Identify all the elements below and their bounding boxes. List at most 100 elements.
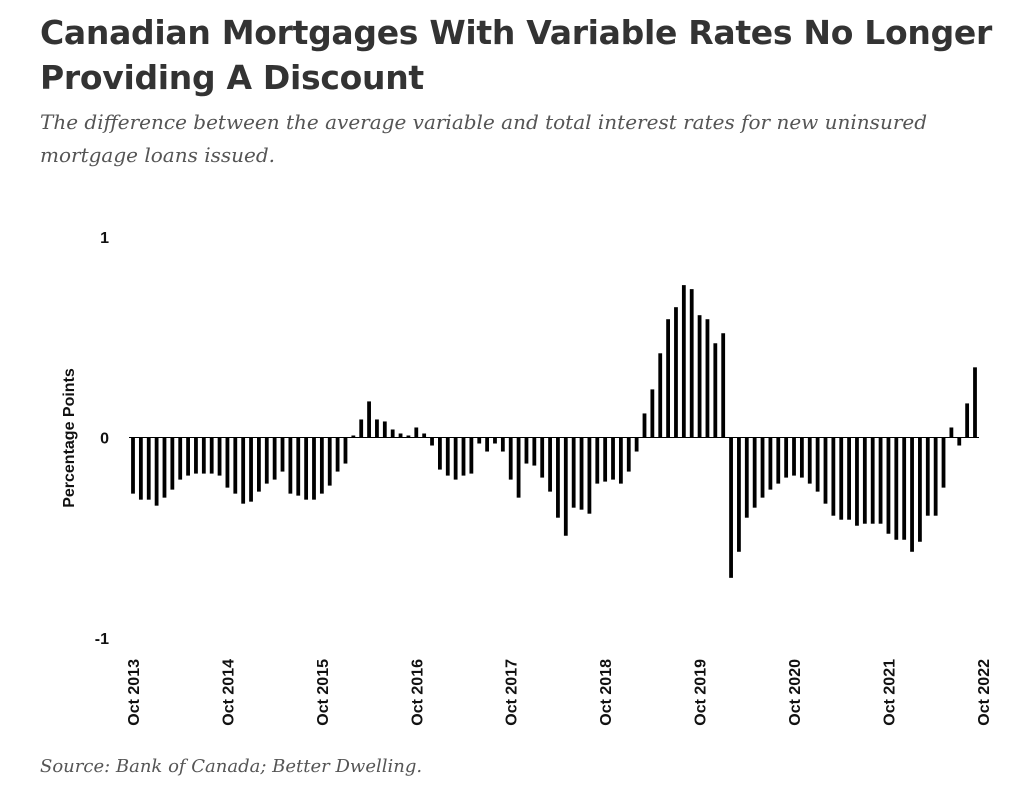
bar bbox=[941, 437, 946, 488]
bar bbox=[737, 437, 741, 552]
bar bbox=[855, 437, 859, 526]
bar bbox=[351, 435, 356, 438]
bar bbox=[847, 437, 851, 520]
x-tick-label: Oct 2013 bbox=[126, 659, 143, 726]
bar bbox=[807, 437, 812, 484]
bar bbox=[697, 315, 702, 438]
bar bbox=[249, 437, 253, 502]
x-axis: Oct 2013 Oct 2014 Oct 2015 Oct 2016 Oct 2017… bbox=[126, 659, 993, 726]
x-tick-label: Oct 2017 bbox=[504, 659, 521, 726]
bar bbox=[878, 437, 883, 524]
bar bbox=[485, 437, 490, 452]
bar bbox=[288, 437, 293, 494]
bar bbox=[571, 437, 576, 508]
x-tick-label: Oct 2019 bbox=[693, 659, 710, 726]
bar bbox=[870, 437, 875, 524]
bar bbox=[516, 437, 521, 498]
bar bbox=[178, 437, 183, 480]
bar bbox=[776, 437, 781, 484]
bar bbox=[556, 437, 560, 518]
bar bbox=[658, 353, 663, 438]
y-axis-label: Percentage Points bbox=[61, 368, 78, 508]
bar bbox=[784, 437, 789, 478]
bar bbox=[272, 437, 277, 480]
bar bbox=[367, 401, 371, 438]
bar bbox=[587, 437, 592, 514]
y-tick-label: 0 bbox=[100, 431, 109, 448]
bar bbox=[217, 437, 222, 476]
bar bbox=[894, 437, 899, 540]
bar bbox=[375, 419, 379, 438]
bar bbox=[957, 437, 962, 446]
bar bbox=[760, 437, 765, 498]
bar bbox=[194, 437, 198, 474]
bar bbox=[280, 437, 285, 472]
bar bbox=[493, 437, 497, 444]
bar bbox=[815, 437, 820, 492]
bar bbox=[886, 437, 891, 534]
bar bbox=[406, 435, 411, 438]
bar bbox=[162, 437, 167, 498]
bar bbox=[312, 437, 316, 500]
bar bbox=[563, 437, 568, 536]
bar bbox=[524, 437, 529, 464]
x-tick-label: Oct 2021 bbox=[881, 659, 898, 726]
bar bbox=[626, 437, 631, 472]
bar bbox=[965, 403, 970, 438]
chart-title: Canadian Mortgages With Variable Rates N… bbox=[40, 13, 992, 97]
bar bbox=[138, 437, 143, 500]
y-tick-label: 1 bbox=[100, 230, 109, 247]
bar bbox=[257, 437, 261, 492]
bar bbox=[634, 437, 639, 452]
bar bbox=[469, 437, 474, 474]
bar bbox=[382, 421, 387, 438]
bar bbox=[768, 437, 773, 490]
bar bbox=[681, 285, 686, 438]
y-tick-label: -1 bbox=[95, 631, 109, 648]
bar bbox=[430, 437, 434, 446]
bar bbox=[508, 437, 513, 480]
bar bbox=[823, 437, 828, 504]
bar bbox=[548, 437, 552, 492]
bar bbox=[910, 437, 914, 552]
bar bbox=[201, 437, 206, 474]
x-tick-label: Oct 2015 bbox=[315, 659, 332, 726]
bar bbox=[839, 437, 844, 520]
x-tick-label: Oct 2022 bbox=[976, 659, 993, 726]
bar bbox=[540, 437, 545, 478]
bar bbox=[674, 307, 678, 438]
x-tick-label: Oct 2016 bbox=[409, 659, 426, 726]
bar bbox=[603, 437, 608, 482]
bar bbox=[146, 437, 151, 500]
bar bbox=[398, 433, 403, 438]
bar bbox=[414, 427, 419, 438]
bar bbox=[902, 437, 907, 540]
bar bbox=[611, 437, 615, 480]
bar bbox=[500, 437, 505, 452]
bar bbox=[170, 437, 175, 490]
bar bbox=[438, 437, 442, 470]
source-note: Source: Bank of Canada; Better Dwelling. bbox=[40, 756, 423, 777]
bar bbox=[752, 437, 757, 508]
bar bbox=[831, 437, 836, 516]
chart-subtitle: The difference between the average varia… bbox=[40, 110, 928, 167]
bar-chart: 10-1 Percentage Points Oct 2013 Oct 2014 O… bbox=[61, 230, 993, 726]
bar bbox=[477, 437, 482, 444]
bar bbox=[327, 437, 332, 486]
bar bbox=[642, 413, 647, 438]
bar bbox=[445, 437, 450, 476]
bar bbox=[453, 437, 458, 480]
bar bbox=[933, 437, 938, 516]
y-axis: 1 0 -1 bbox=[95, 230, 109, 648]
bar bbox=[296, 437, 301, 496]
bar bbox=[422, 433, 427, 438]
x-tick-label: Oct 2018 bbox=[598, 659, 615, 726]
bar bbox=[319, 437, 324, 494]
bar bbox=[744, 437, 749, 518]
x-tick-label: Oct 2014 bbox=[220, 659, 237, 726]
bar bbox=[862, 437, 867, 524]
bar bbox=[209, 437, 214, 474]
bar bbox=[359, 419, 364, 438]
bar bbox=[705, 319, 710, 438]
bar bbox=[721, 333, 726, 438]
